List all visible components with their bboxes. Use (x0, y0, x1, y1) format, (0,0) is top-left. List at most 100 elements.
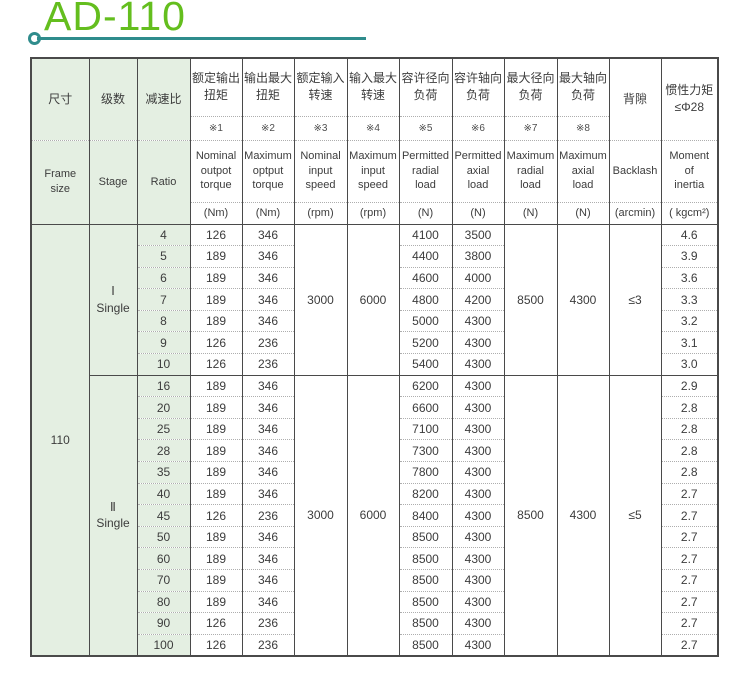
inertia-cell: 2.7 (661, 504, 719, 527)
inertia-cell: 4.6 (661, 224, 719, 247)
max-torque-cell: 346 (242, 375, 295, 398)
header-note-3: ※1 (190, 116, 243, 141)
inertia-cell: 2.7 (661, 591, 719, 614)
table-body: 110 Ⅰ Single 4 126 346 3000 6000 4100 3500 8500 43… (31, 224, 719, 657)
header-en-5: Nominal input speed (294, 140, 348, 203)
header-zh-11: 背隙 (609, 58, 662, 141)
axial-load-cell: 4300 (452, 418, 505, 441)
axial-load-cell: 4000 (452, 267, 505, 290)
header-en-11: Backlash (609, 140, 662, 203)
radial-load-cell: 4100 (399, 224, 453, 247)
header-zh-4: 输出最大 扭矩 (242, 58, 295, 117)
max-torque-cell: 346 (242, 288, 295, 311)
max-torque-cell: 346 (242, 245, 295, 268)
axial-load-cell: 4300 (452, 591, 505, 614)
max-radial-load-cell: 8500 (504, 375, 558, 657)
ratio-cell: 90 (137, 612, 191, 635)
stage-cell: Ⅰ Single (89, 224, 138, 376)
ratio-cell: 4 (137, 224, 191, 247)
header-en-9: Maximum radial load (504, 140, 558, 203)
header-unit-7: (N) (399, 202, 453, 225)
radial-load-cell: 8500 (399, 612, 453, 635)
nominal-torque-cell: 189 (190, 288, 243, 311)
axial-load-cell: 4300 (452, 461, 505, 484)
inertia-cell: 3.1 (661, 331, 719, 355)
header-unit-4: (Nm) (242, 202, 295, 225)
axial-load-cell: 4300 (452, 547, 505, 570)
nominal-speed-cell: 3000 (294, 224, 348, 376)
header-en-7: Permitted radial load (399, 140, 453, 203)
ratio-cell: 5 (137, 245, 191, 268)
nominal-torque-cell: 126 (190, 331, 243, 355)
header-en-10: Maximum axial load (557, 140, 610, 203)
header-en-3: Nominal outpot torque (190, 140, 243, 203)
header-zh-5: 额定输入 转速 (294, 58, 348, 117)
header-zh-8: 容许轴向 负荷 (452, 58, 505, 117)
ratio-cell: 100 (137, 634, 191, 657)
axial-load-cell: 4300 (452, 526, 505, 549)
ratio-cell: 10 (137, 353, 191, 376)
header-en-4: Maximum optput torque (242, 140, 295, 203)
nominal-torque-cell: 189 (190, 375, 243, 398)
inertia-cell: 2.7 (661, 569, 719, 592)
backlash-cell: ≤3 (609, 224, 662, 376)
header-note-4: ※2 (242, 116, 295, 141)
radial-load-cell: 8500 (399, 634, 453, 657)
nominal-torque-cell: 126 (190, 504, 243, 527)
inertia-cell: 3.9 (661, 245, 719, 268)
max-torque-cell: 236 (242, 634, 295, 657)
max-axial-load-cell: 4300 (557, 224, 610, 376)
header-zh-0: 尺寸 (31, 58, 90, 141)
max-torque-cell: 346 (242, 483, 295, 506)
radial-load-cell: 8500 (399, 591, 453, 614)
nominal-torque-cell: 189 (190, 418, 243, 441)
max-torque-cell: 346 (242, 418, 295, 441)
inertia-cell: 3.6 (661, 267, 719, 290)
radial-load-cell: 7100 (399, 418, 453, 441)
axial-load-cell: 4300 (452, 612, 505, 635)
inertia-cell: 2.8 (661, 418, 719, 441)
table-header: 尺寸 级数 减速比 额定输出 扭矩 输出最大 扭矩 额定输入 转速 输入最大 转速 容许径向 … (31, 58, 719, 225)
inertia-cell: 3.0 (661, 353, 719, 376)
inertia-cell: 2.7 (661, 547, 719, 570)
nominal-torque-cell: 189 (190, 439, 243, 463)
header-unit-3: (Nm) (190, 202, 243, 225)
max-torque-cell: 346 (242, 439, 295, 463)
nominal-torque-cell: 126 (190, 634, 243, 657)
axial-load-cell: 4300 (452, 353, 505, 376)
ratio-cell: 25 (137, 418, 191, 441)
header-unit-6: (rpm) (347, 202, 400, 225)
inertia-cell: 2.8 (661, 396, 719, 419)
max-torque-cell: 346 (242, 224, 295, 247)
ratio-cell: 40 (137, 483, 191, 506)
inertia-cell: 3.2 (661, 310, 719, 333)
header-en-6: Maximum input speed (347, 140, 400, 203)
nominal-torque-cell: 189 (190, 396, 243, 419)
header-zh-12: 惯性力矩 ≤Φ28 (661, 58, 719, 141)
nominal-torque-cell: 126 (190, 612, 243, 635)
axial-load-cell: 4300 (452, 331, 505, 355)
radial-load-cell: 4400 (399, 245, 453, 268)
inertia-cell: 2.7 (661, 634, 719, 657)
title-underline-rule (37, 37, 366, 40)
max-torque-cell: 346 (242, 591, 295, 614)
header-en-1: Stage (89, 140, 138, 225)
radial-load-cell: 8500 (399, 526, 453, 549)
radial-load-cell: 8400 (399, 504, 453, 527)
ratio-cell: 60 (137, 547, 191, 570)
max-torque-cell: 236 (242, 331, 295, 355)
radial-load-cell: 8500 (399, 569, 453, 592)
radial-load-cell: 7300 (399, 439, 453, 463)
max-torque-cell: 236 (242, 353, 295, 376)
radial-load-cell: 4600 (399, 267, 453, 290)
ratio-cell: 20 (137, 396, 191, 419)
axial-load-cell: 4300 (452, 483, 505, 506)
header-note-7: ※5 (399, 116, 453, 141)
ratio-cell: 28 (137, 439, 191, 463)
max-speed-cell: 6000 (347, 224, 400, 376)
axial-load-cell: 4300 (452, 439, 505, 463)
radial-load-cell: 8200 (399, 483, 453, 506)
radial-load-cell: 6200 (399, 375, 453, 398)
spec-table: 尺寸 级数 减速比 额定输出 扭矩 输出最大 扭矩 额定输入 转速 输入最大 转速 容许径向 … (30, 57, 719, 657)
